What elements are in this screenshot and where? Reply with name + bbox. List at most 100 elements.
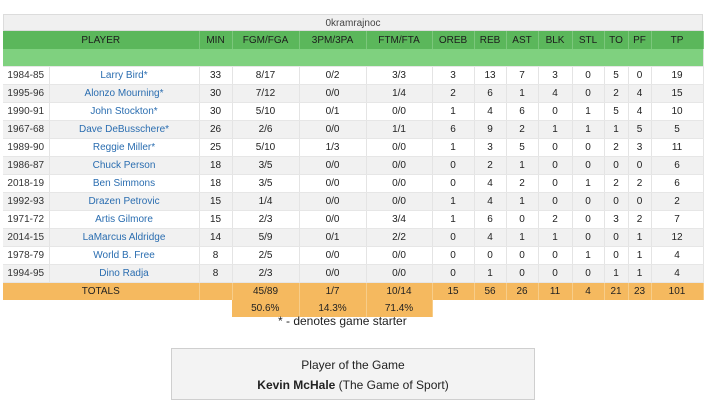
player-name-link[interactable]: Dave DeBusschere* — [49, 120, 200, 139]
player-name-link[interactable]: LaMarcus Aldridge — [49, 228, 200, 247]
stat-stl: 1 — [572, 246, 605, 265]
col-header-pf[interactable]: PF — [628, 31, 652, 49]
totals-tp: 101 — [651, 282, 704, 300]
col-header-blk[interactable]: BLK — [538, 31, 573, 49]
stat-tp3: 0/0 — [299, 246, 367, 265]
stat-pf: 4 — [628, 84, 652, 103]
stat-tp3: 0/0 — [299, 156, 367, 175]
stat-tp3: 0/0 — [299, 210, 367, 229]
player-name-link[interactable]: John Stockton* — [49, 102, 200, 121]
potg-team: (The Game of Sport) — [335, 378, 449, 392]
col-header-oreb[interactable]: OREB — [432, 31, 475, 49]
player-name-link[interactable]: Drazen Petrovic — [49, 192, 200, 211]
stat-blk: 0 — [538, 102, 573, 121]
stat-reb: 9 — [474, 120, 507, 139]
col-header-stl[interactable]: STL — [572, 31, 605, 49]
col-header-to[interactable]: TO — [604, 31, 629, 49]
stat-min: 26 — [199, 120, 233, 139]
player-name-link[interactable]: Larry Bird* — [49, 66, 200, 85]
table-row: 1994-95 Dino Radja 8 2/3 0/0 0/0 0 1 0 0 0 1 1 4 — [3, 264, 704, 283]
stat-fg: 2/6 — [232, 120, 300, 139]
player-name-link[interactable]: Ben Simmons — [49, 174, 200, 193]
stat-ast: 1 — [506, 192, 539, 211]
stat-ast: 2 — [506, 174, 539, 193]
totals-3p: 1/7 — [299, 282, 367, 300]
totals-label: TOTALS — [3, 282, 200, 300]
player-name-link[interactable]: Artis Gilmore — [49, 210, 200, 229]
table-row: 1992-93 Drazen Petrovic 15 1/4 0/0 0/0 1 4 1 0 0 0 0… — [3, 192, 704, 211]
stat-reb: 4 — [474, 192, 507, 211]
stat-tp3: 0/1 — [299, 102, 367, 121]
team-title: 0kramrajnoc — [3, 14, 703, 31]
stat-blk: 0 — [538, 138, 573, 157]
table-row: 1989-90 Reggie Miller* 25 5/10 1/3 0/0 1 3 5 0 0 2 3… — [3, 138, 704, 157]
col-header-min[interactable]: MIN — [199, 31, 233, 49]
stat-ast: 6 — [506, 102, 539, 121]
stat-ast: 1 — [506, 156, 539, 175]
potg-player[interactable]: Kevin McHale — [257, 378, 336, 392]
player-season: 1994-95 — [3, 264, 50, 283]
stat-to: 5 — [604, 66, 629, 85]
stat-ft: 0/0 — [366, 156, 433, 175]
stat-ast: 2 — [506, 120, 539, 139]
stat-fg: 2/3 — [232, 264, 300, 283]
totals-blk: 11 — [538, 282, 573, 300]
stat-to: 2 — [604, 174, 629, 193]
stat-min: 15 — [199, 210, 233, 229]
stat-ft: 0/0 — [366, 138, 433, 157]
stat-tp3: 0/1 — [299, 228, 367, 247]
stat-to: 0 — [604, 246, 629, 265]
stat-to: 1 — [604, 264, 629, 283]
player-season: 1971-72 — [3, 210, 50, 229]
stat-oreb: 1 — [432, 102, 475, 121]
col-header-fgm-fga[interactable]: FGM/FGA — [232, 31, 300, 49]
totals-to: 21 — [604, 282, 629, 300]
stat-ft: 2/2 — [366, 228, 433, 247]
stat-fg: 1/4 — [232, 192, 300, 211]
stat-fg: 3/5 — [232, 156, 300, 175]
stat-to: 2 — [604, 138, 629, 157]
col-header-3pm-3pa[interactable]: 3PM/3PA — [299, 31, 367, 49]
box-score: 0kramrajnoc PLAYER MIN FGM/FGA 3PM/3PA FTM/F… — [3, 14, 704, 317]
stat-ast: 7 — [506, 66, 539, 85]
stat-stl: 1 — [572, 174, 605, 193]
table-row: 1995-96 Alonzo Mourning* 30 7/12 0/0 1/4 2 6 1 4 0… — [3, 84, 704, 103]
stat-reb: 3 — [474, 138, 507, 157]
stat-tp: 7 — [651, 210, 704, 229]
stat-ast: 0 — [506, 264, 539, 283]
player-name-link[interactable]: World B. Free — [49, 246, 200, 265]
stat-tp3: 0/0 — [299, 84, 367, 103]
stat-blk: 0 — [538, 192, 573, 211]
player-name-link[interactable]: Alonzo Mourning* — [49, 84, 200, 103]
stat-oreb: 3 — [432, 66, 475, 85]
stat-pf: 0 — [628, 66, 652, 85]
stat-ft: 0/0 — [366, 192, 433, 211]
stat-min: 25 — [199, 138, 233, 157]
stat-fg: 8/17 — [232, 66, 300, 85]
stat-oreb: 1 — [432, 138, 475, 157]
stat-stl: 0 — [572, 192, 605, 211]
player-season: 1978-79 — [3, 246, 50, 265]
stat-fg: 5/10 — [232, 102, 300, 121]
stat-min: 30 — [199, 84, 233, 103]
table-row: 1990-91 John Stockton* 30 5/10 0/1 0/0 1 4 6 0 1 5 4… — [3, 102, 704, 121]
col-header-reb[interactable]: REB — [474, 31, 507, 49]
player-name-link[interactable]: Dino Radja — [49, 264, 200, 283]
stat-oreb: 2 — [432, 84, 475, 103]
stat-reb: 6 — [474, 84, 507, 103]
col-header-tp[interactable]: TP — [651, 31, 704, 49]
col-header-ftm-fta[interactable]: FTM/FTA — [366, 31, 433, 49]
stat-min: 18 — [199, 174, 233, 193]
stat-min: 14 — [199, 228, 233, 247]
stat-fg: 2/5 — [232, 246, 300, 265]
stat-tp: 12 — [651, 228, 704, 247]
stat-oreb: 0 — [432, 174, 475, 193]
col-header-ast[interactable]: AST — [506, 31, 539, 49]
stat-tp3: 0/2 — [299, 66, 367, 85]
stat-tp3: 0/0 — [299, 120, 367, 139]
totals-stl: 4 — [572, 282, 605, 300]
col-header-player[interactable]: PLAYER — [3, 31, 200, 49]
player-name-link[interactable]: Reggie Miller* — [49, 138, 200, 157]
player-name-link[interactable]: Chuck Person — [49, 156, 200, 175]
stat-pf: 2 — [628, 210, 652, 229]
